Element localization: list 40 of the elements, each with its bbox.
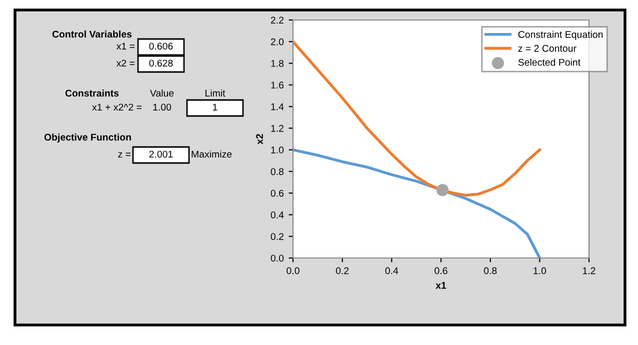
text: 0.628 — [149, 60, 173, 67]
text: 2.001 — [149, 150, 173, 158]
legend-label: z = 2 Contour — [518, 44, 576, 52]
text: x2 = — [116, 60, 135, 67]
text: 1.00 — [153, 104, 172, 111]
legend-label: Constraint Equation — [518, 30, 603, 40]
text: Value — [150, 89, 174, 97]
text: Objective Function — [44, 133, 131, 143]
line-series — [293, 148, 542, 258]
y-axis-title: x2 — [256, 134, 263, 144]
y-tick-label: 0.8 — [270, 168, 284, 176]
x-tick-label: 0.4 — [385, 267, 398, 274]
y-tick-label: 1.6 — [271, 82, 284, 89]
x-axis-title: x1 — [436, 282, 446, 289]
x-tick-label: 1.2 — [582, 267, 596, 274]
y-tick-label: 0.0 — [270, 254, 284, 262]
y-tick-label: 0.2 — [270, 233, 284, 240]
text: Maximize — [192, 150, 232, 158]
x-tick-label: 0.8 — [484, 267, 497, 274]
text: Limit — [206, 89, 226, 97]
y-tick-label: 0.4 — [270, 211, 284, 218]
text: z = — [118, 152, 131, 158]
y-tick-label: 1.2 — [271, 124, 284, 132]
x-tick-label: 0.2 — [336, 267, 349, 274]
y-tick-label: 1.8 — [271, 60, 284, 67]
legend-label: Selected Point — [518, 58, 580, 66]
text: Constraints — [65, 89, 119, 97]
text: x1 + x2^2 = — [92, 104, 142, 111]
text: 1 — [213, 104, 218, 111]
x-tick-label: 0.6 — [434, 267, 448, 274]
y-tick-label: 2.2 — [270, 16, 284, 24]
x-tick-label: 0.0 — [286, 267, 300, 274]
y-tick-label: 1.4 — [271, 103, 284, 110]
y-tick-label: 2.0 — [270, 38, 284, 46]
y-tick-label: 1.0 — [271, 146, 284, 154]
text: x1 = — [116, 42, 135, 50]
text: Control Variables — [52, 30, 132, 38]
x-tick-label: 1.0 — [534, 267, 546, 274]
y-tick-label: 0.6 — [270, 190, 284, 197]
text: 0.606 — [149, 42, 173, 50]
